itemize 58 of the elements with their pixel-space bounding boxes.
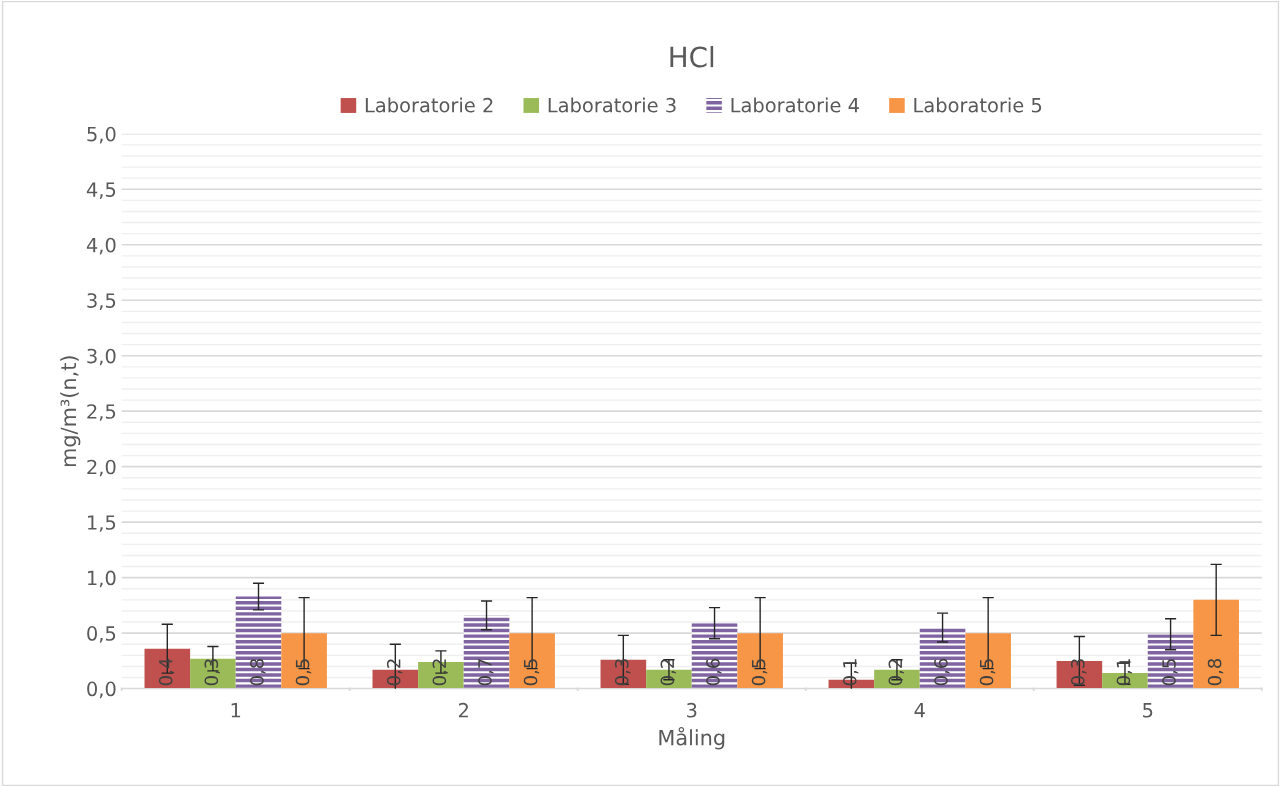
bar xyxy=(1056,660,1103,689)
bar xyxy=(190,658,236,689)
bar xyxy=(281,633,327,689)
x-tick-label: 4 xyxy=(914,703,925,718)
x-axis-title: Måling xyxy=(659,726,725,750)
x-tick-label: 1 xyxy=(231,703,241,718)
bar xyxy=(737,633,783,689)
bar xyxy=(418,661,464,689)
data-label: 0,6 xyxy=(706,658,722,686)
data-label: 0,5 xyxy=(751,659,768,686)
y-tick-label: 4,0 xyxy=(86,237,116,255)
x-tick-label: 3 xyxy=(687,702,697,718)
data-label: 0,5 xyxy=(523,659,540,686)
x-tick-label: 2 xyxy=(458,702,468,718)
data-label: 0,5 xyxy=(1162,659,1178,686)
y-tick-label: 3,5 xyxy=(87,293,116,310)
bar xyxy=(1147,634,1194,689)
data-label: 0,5 xyxy=(979,659,996,686)
data-label: 0,2 xyxy=(660,659,677,686)
data-label: 0,1 xyxy=(842,659,859,686)
bar xyxy=(965,633,1011,689)
bar xyxy=(1193,599,1239,689)
data-label: 0,2 xyxy=(386,659,403,686)
y-tick-label: 5,0 xyxy=(87,126,116,144)
y-tick-label: 3,0 xyxy=(87,348,116,366)
bar xyxy=(463,615,510,689)
y-tick-label: 4,5 xyxy=(86,182,116,199)
y-tick-label: 1,5 xyxy=(88,515,116,532)
x-tick-label: 5 xyxy=(1143,703,1153,718)
legend-label: Laboratorie 2 xyxy=(365,97,493,113)
legend-label: Laboratorie 5 xyxy=(914,97,1042,113)
data-label: 0,6 xyxy=(934,658,950,686)
y-tick-label: 2,5 xyxy=(87,404,116,421)
data-label: 0,8 xyxy=(1207,658,1224,686)
data-label: 0,3 xyxy=(614,659,631,686)
bar xyxy=(919,627,966,689)
data-label: 0,2 xyxy=(888,659,905,686)
bar xyxy=(691,623,738,689)
y-tick-label: 2,0 xyxy=(87,459,116,477)
bar xyxy=(144,648,191,689)
y-axis-title: mg/m³(n,t) xyxy=(60,356,81,467)
y-tick-label: 1,0 xyxy=(88,570,116,588)
chart-title: HCl xyxy=(670,46,714,68)
data-label: 0,5 xyxy=(295,659,312,686)
bar xyxy=(509,633,555,689)
y-tick-label: 0,5 xyxy=(87,626,116,643)
bar xyxy=(600,659,647,689)
data-label: 0,7 xyxy=(478,659,494,686)
data-label: 0,3 xyxy=(1070,659,1087,686)
data-label: 0,3 xyxy=(204,659,220,686)
legend-label: Laboratorie 3 xyxy=(548,97,676,113)
data-label: 0,8 xyxy=(250,658,266,686)
legend-label: Laboratorie 4 xyxy=(731,97,859,113)
data-label: 0,2 xyxy=(432,659,448,686)
bar xyxy=(235,596,282,689)
y-tick-label: 0,0 xyxy=(87,681,116,699)
data-label: 0,4 xyxy=(158,658,175,686)
data-label: 0,1 xyxy=(1116,659,1133,686)
